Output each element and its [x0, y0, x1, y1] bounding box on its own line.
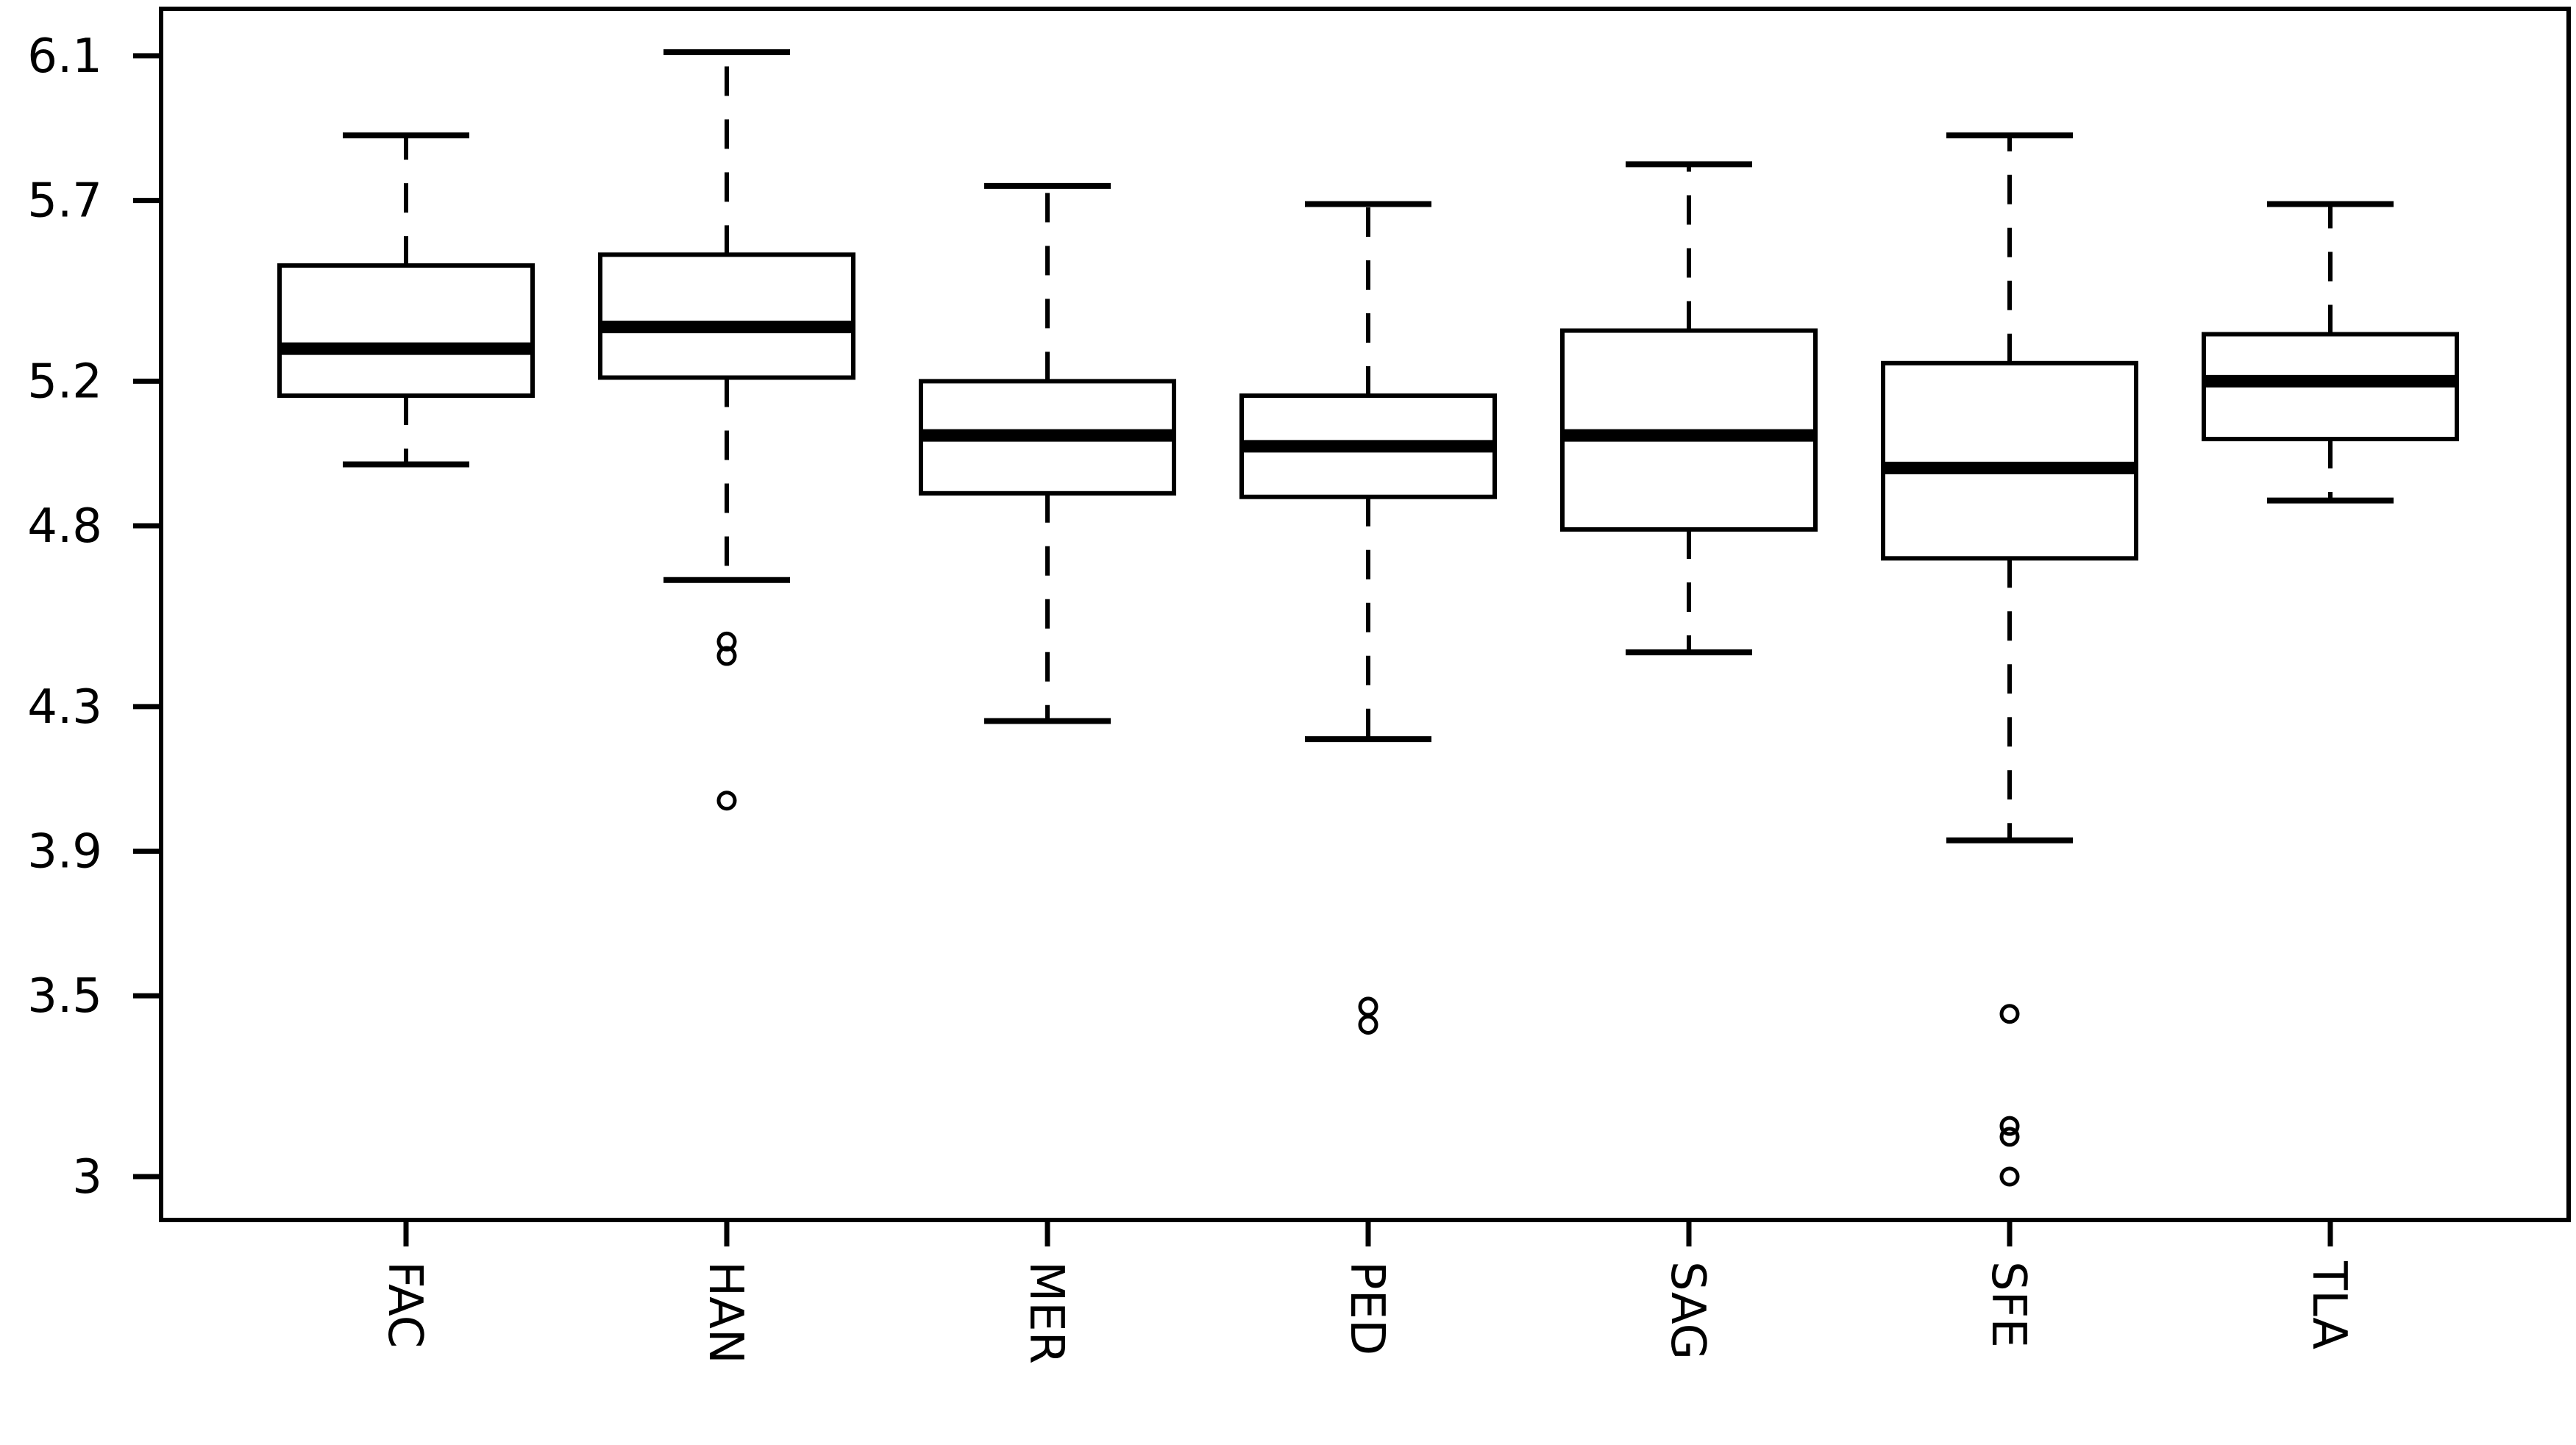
- x-tick-label-MER: MER: [1019, 1261, 1073, 1364]
- plot-frame: [159, 7, 2571, 1222]
- outlier-HAN: [716, 791, 737, 811]
- y-tick-label: 4.3: [27, 680, 102, 735]
- x-tick-label-TLA: TLA: [2302, 1260, 2356, 1349]
- x-tick-label-HAN: HAN: [698, 1261, 752, 1364]
- outlier-SFE: [1999, 1127, 2020, 1147]
- x-tick-label-FAC: FAC: [377, 1261, 432, 1348]
- y-tick-label: 3.5: [27, 969, 102, 1024]
- y-tick-label: 4.8: [27, 499, 102, 554]
- outlier-PED: [1358, 996, 1378, 1017]
- box-SFE: [1881, 360, 2138, 561]
- y-tick-label: 5.2: [27, 354, 102, 409]
- outlier-PED: [1358, 1015, 1378, 1035]
- x-tick-label-SFE: SFE: [1981, 1261, 2035, 1348]
- y-tick-label: 3.9: [27, 825, 102, 880]
- box-HAN: [598, 252, 855, 380]
- y-tick-label: 5.7: [27, 174, 102, 229]
- y-tick-label: 6.1: [27, 29, 102, 84]
- outlier-SFE: [1999, 1166, 2020, 1187]
- outlier-SFE: [1999, 1116, 2020, 1136]
- x-tick-label-PED: PED: [1339, 1261, 1394, 1355]
- outlier-HAN: [716, 646, 737, 666]
- outlier-SFE: [1999, 1004, 2020, 1024]
- x-tick-label-SAG: SAG: [1660, 1261, 1715, 1360]
- box-FAC: [277, 263, 535, 399]
- y-tick-label: 3: [72, 1150, 102, 1205]
